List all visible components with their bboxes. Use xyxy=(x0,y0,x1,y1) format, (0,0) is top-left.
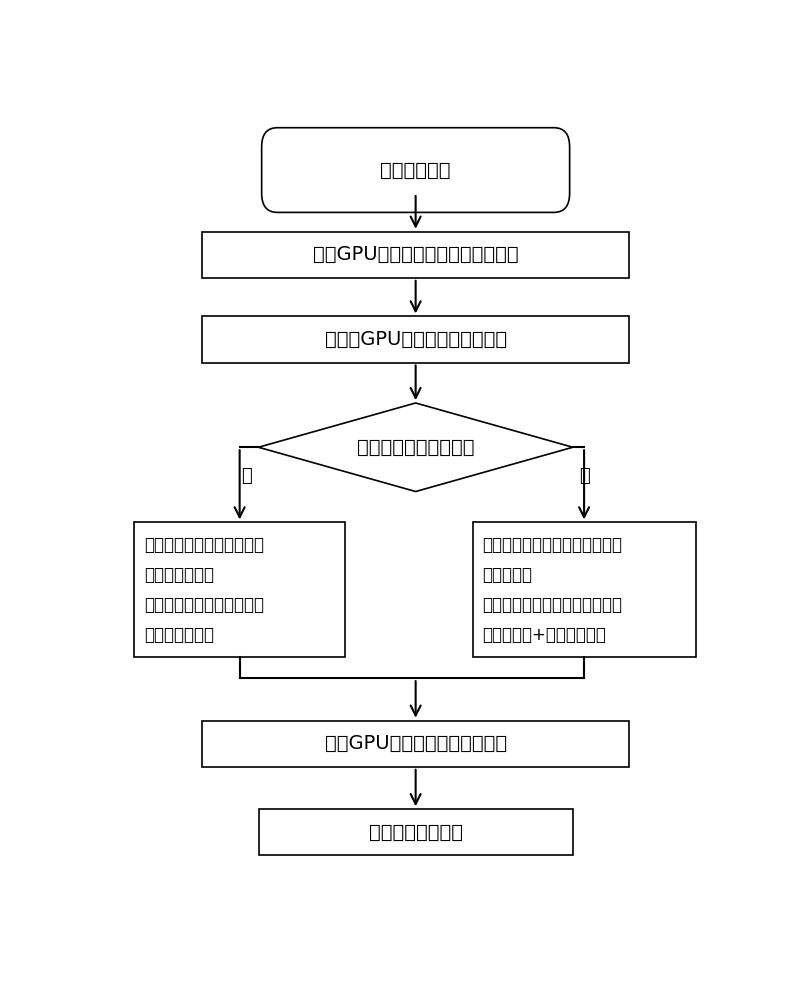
Polygon shape xyxy=(259,403,573,492)
Text: 法模拟光子输运: 法模拟光子输运 xyxy=(144,566,214,584)
Bar xyxy=(202,232,629,278)
Text: 法模拟电子输运: 法模拟电子输运 xyxy=(144,626,214,644)
Bar xyxy=(202,316,629,363)
Text: 基于GPU快速原子加法统计剑量: 基于GPU快速原子加法统计剑量 xyxy=(324,734,507,753)
Text: 否: 否 xyxy=(242,467,252,485)
Text: 是: 是 xyxy=(579,467,590,485)
Bar xyxy=(259,809,573,855)
Bar xyxy=(202,721,629,767)
FancyBboxPatch shape xyxy=(262,128,569,212)
Text: 电子输运：基于蒙特卡罗方: 电子输运：基于蒙特卡罗方 xyxy=(144,596,264,614)
Text: 采集初始数据: 采集初始数据 xyxy=(380,161,451,180)
Text: 光子输运：基于蒙特卡罗方法模: 光子输运：基于蒙特卡罗方法模 xyxy=(482,536,622,554)
Text: 初始化GPU上各批次的模拟任务: 初始化GPU上各批次的模拟任务 xyxy=(324,330,507,349)
Text: 电子输运：基于蒙特卡罗方法模: 电子输运：基于蒙特卡罗方法模 xyxy=(482,596,622,614)
Text: 确定GPU最优线程数与输运任务批次: 确定GPU最优线程数与输运任务批次 xyxy=(313,245,518,264)
Text: 拟电子输运+运动方向修正: 拟电子输运+运动方向修正 xyxy=(482,626,606,644)
Text: 拟光子输运: 拟光子输运 xyxy=(482,566,532,584)
Text: 每个任务在磁场区域内: 每个任务在磁场区域内 xyxy=(357,438,474,457)
Text: 光子输运：基于蒙特卡罗方: 光子输运：基于蒙特卡罗方 xyxy=(144,536,264,554)
Bar xyxy=(135,522,345,657)
Text: 归一化总剑量结果: 归一化总剑量结果 xyxy=(369,823,462,842)
Bar xyxy=(473,522,696,657)
